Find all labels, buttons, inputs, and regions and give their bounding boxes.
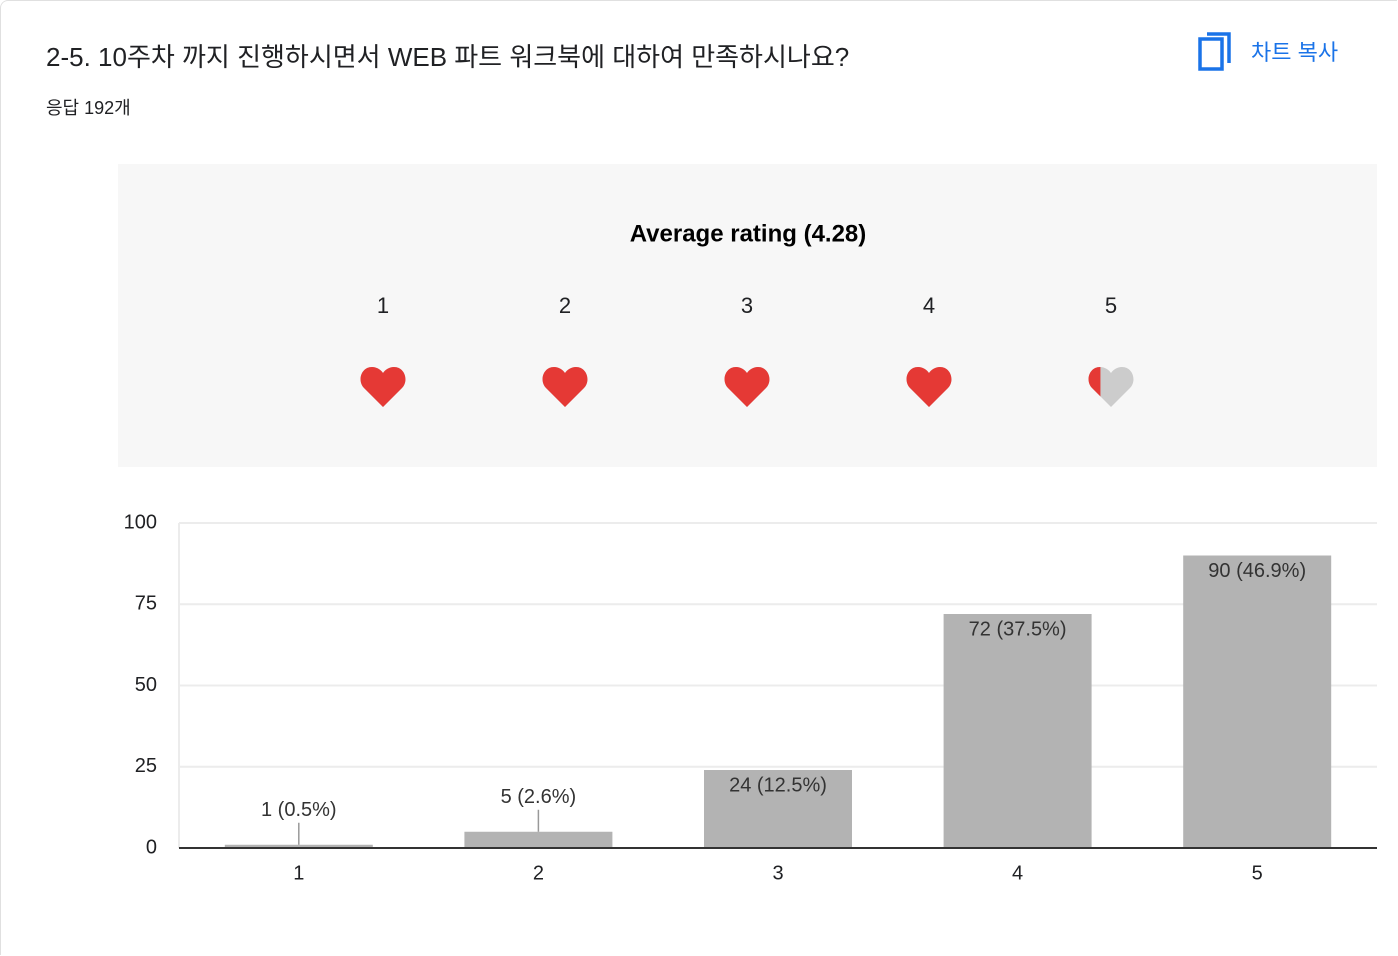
x-tick-label: 2 (533, 862, 544, 884)
rating-scale-label: 5 (1105, 293, 1117, 318)
y-tick-label: 25 (135, 755, 157, 777)
rating-panel (118, 164, 1377, 467)
value-label: 72 (37.5%) (969, 618, 1067, 640)
heart (906, 367, 952, 407)
heart-fill (906, 367, 952, 407)
y-tick-label: 100 (124, 511, 157, 533)
heart-fill (360, 367, 406, 407)
rating-scale-label: 1 (377, 293, 389, 318)
rating-scale-label: 3 (741, 293, 753, 318)
heart-fill (724, 367, 770, 407)
bar (1183, 555, 1332, 848)
heart (360, 367, 406, 407)
heart-fill (1088, 367, 1101, 407)
heart (724, 367, 770, 407)
x-tick-label: 3 (772, 862, 783, 884)
copy-chart-button[interactable]: 차트 복사 (1197, 31, 1338, 71)
bar (224, 844, 373, 848)
bar (464, 831, 613, 848)
heart-empty (1088, 367, 1134, 407)
heart-empty (724, 367, 770, 407)
rating-title: Average rating (4.28) (630, 220, 867, 247)
bar (704, 770, 852, 848)
value-label: 1 (0.5%) (261, 799, 337, 821)
y-tick-label: 50 (135, 674, 157, 696)
question-title: 2-5. 10주차 까지 진행하시면서 WEB 파트 워크북에 대하여 만족하시… (46, 42, 850, 72)
y-tick-label: 75 (135, 593, 157, 615)
copy-icon (1198, 32, 1231, 71)
heart-empty (360, 367, 406, 407)
response-count: 응답 192개 (46, 98, 131, 118)
heart-fill (542, 367, 588, 407)
value-label: 24 (12.5%) (729, 774, 827, 796)
heart (1088, 367, 1134, 407)
heart-empty (542, 367, 588, 407)
x-tick-label: 5 (1252, 862, 1263, 884)
heart (542, 367, 588, 407)
heart-empty (906, 367, 952, 407)
y-tick-label: 0 (146, 836, 157, 858)
copy-label: 차트 복사 (1251, 40, 1339, 65)
x-tick-label: 1 (293, 862, 304, 884)
x-tick-label: 4 (1012, 862, 1023, 884)
bar (943, 614, 1092, 848)
rating-scale-label: 4 (923, 293, 935, 318)
value-label: 90 (46.9%) (1208, 560, 1306, 582)
rating-scale-label: 2 (559, 293, 571, 318)
value-label: 5 (2.6%) (501, 786, 577, 808)
